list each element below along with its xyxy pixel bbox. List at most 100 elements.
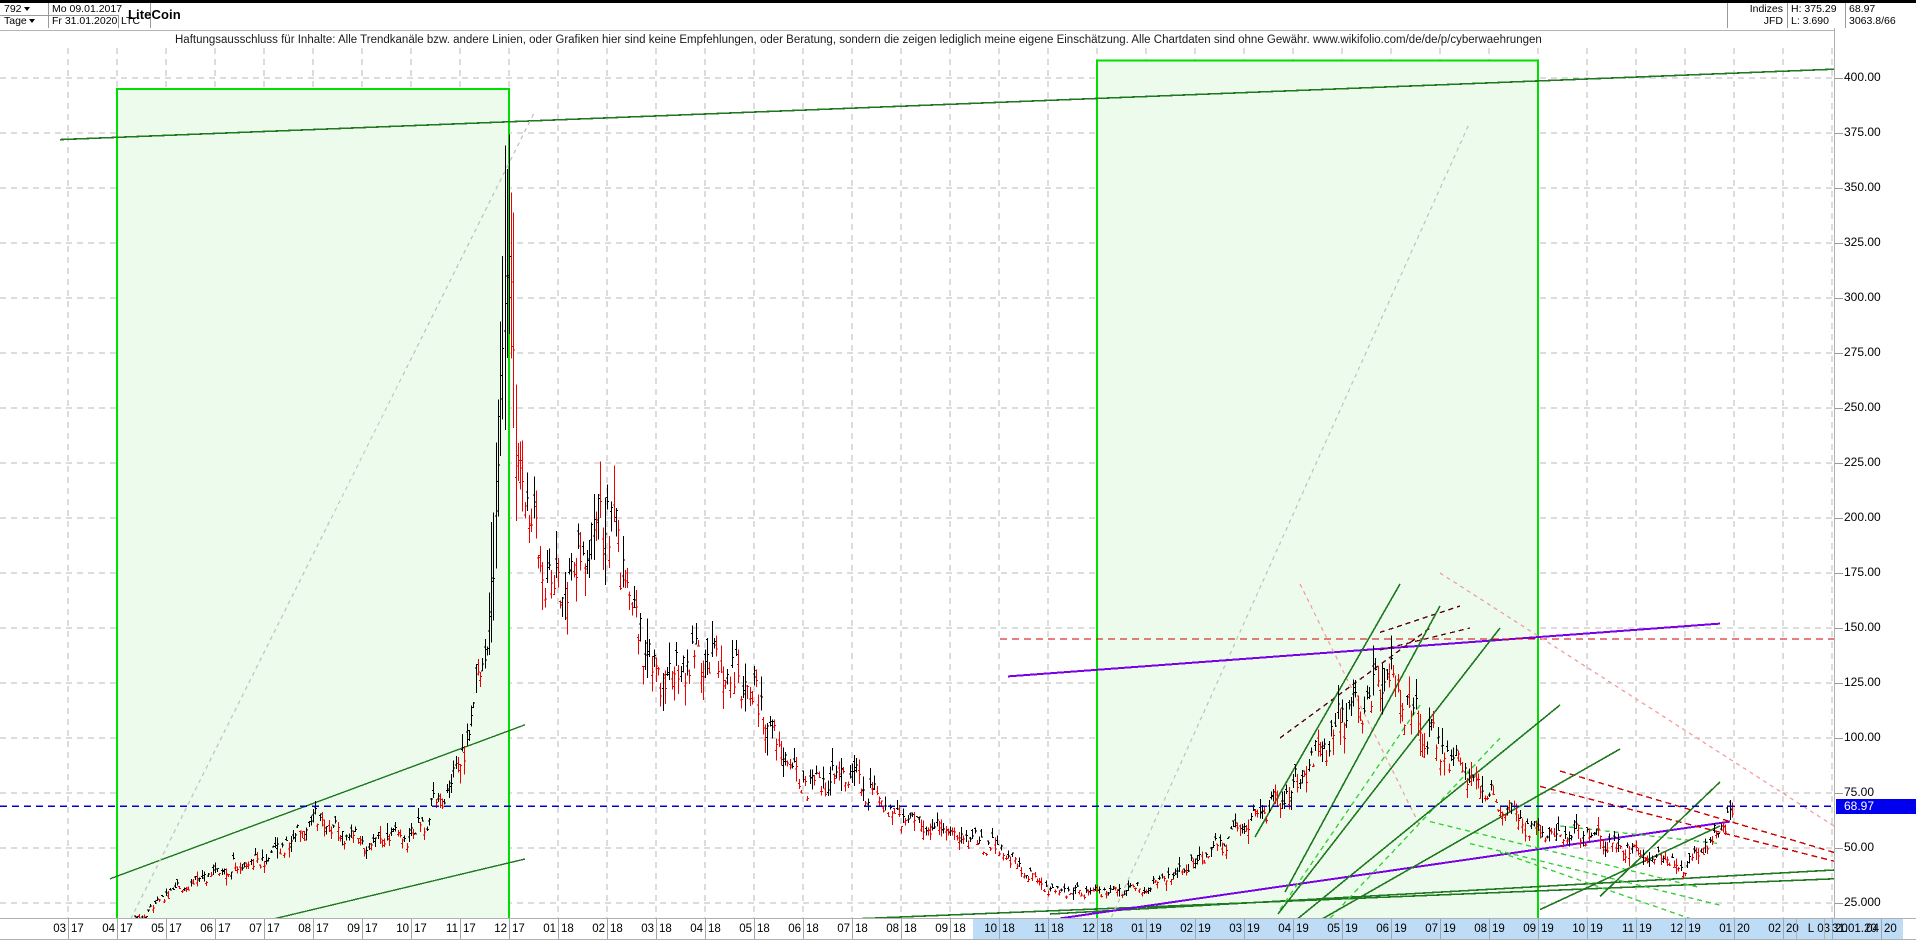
ohlc-bar	[852, 755, 857, 787]
ohlc-bar	[1304, 766, 1309, 793]
date-tick-separator	[1440, 919, 1441, 939]
ohlc-bar	[1295, 774, 1300, 793]
ohlc-bar	[843, 782, 848, 792]
chevron-down-icon[interactable]	[23, 7, 30, 12]
low-value: L: 3.690	[1791, 15, 1829, 27]
ohlc-bar	[1474, 766, 1479, 790]
ohlc-bar	[1434, 744, 1439, 762]
ohlc-bar	[242, 862, 247, 868]
price-tick-label: 50.00	[1844, 840, 1875, 854]
ohlc-bar	[1153, 880, 1158, 883]
ohlc-bar	[1091, 887, 1096, 892]
interval-field[interactable]: Tage	[4, 15, 48, 27]
price-tick-label: 75.00	[1844, 785, 1875, 799]
ohlc-bar	[897, 805, 902, 817]
ohlc-bar	[892, 808, 897, 814]
ohlc-bar	[616, 519, 621, 552]
ohlc-bar	[534, 490, 539, 539]
highlight-rectangle	[116, 88, 510, 918]
date-axis[interactable]: 03 17 04 17 05 17 06 17 07 17 08 17 09 17 10 17 11 17 12 17…	[0, 918, 1916, 952]
ohlc-bar	[1674, 858, 1679, 874]
ohlc-bar	[1046, 890, 1051, 897]
ohlc-bar	[402, 835, 407, 843]
ohlc-bar	[1638, 849, 1643, 857]
date-tick-separator	[1048, 919, 1049, 939]
price-tick-mark	[1835, 903, 1843, 904]
ohlc-bar	[1523, 822, 1528, 842]
ohlc-bar	[618, 572, 623, 590]
ohlc-bar	[400, 838, 405, 849]
ohlc-bar	[1547, 827, 1552, 842]
high-value: H: 375.29	[1791, 3, 1837, 15]
ohlc-bar	[489, 522, 494, 643]
ohlc-bar	[540, 561, 545, 610]
ohlc-bar	[683, 672, 688, 706]
ohlc-bar	[1371, 645, 1376, 696]
date-range-selection[interactable]	[973, 919, 1903, 939]
ohlc-bar	[1097, 886, 1102, 894]
ohlc-bar	[166, 891, 171, 899]
date-tick-month: 09	[1523, 923, 1536, 935]
ohlc-bar	[594, 511, 599, 542]
ohlc-bar	[1507, 800, 1512, 812]
ohlc-bar	[808, 769, 813, 784]
ohlc-bar	[360, 836, 365, 845]
ohlc-bar	[581, 541, 586, 556]
ohlc-bar	[937, 820, 942, 835]
ohlc-bar	[547, 548, 552, 570]
ohlc-bar	[975, 840, 980, 846]
ohlc-bar	[1344, 702, 1349, 728]
ohlc-bar	[1480, 776, 1485, 804]
ohlc-bar	[295, 824, 300, 828]
ohlc-bar	[1008, 856, 1013, 869]
price-axis[interactable]: 400.00 375.00 350.00 325.00 300.00 275.00 250.…	[1834, 28, 1916, 918]
ohlc-bar	[1340, 699, 1345, 723]
ohlc-bar	[331, 824, 336, 829]
ohlc-bar	[1267, 799, 1272, 813]
bars-count-field[interactable]: 792	[4, 3, 48, 15]
ohlc-bar	[137, 914, 142, 918]
ohlc-bar	[563, 572, 568, 620]
ohlc-bar	[1405, 694, 1410, 705]
ohlc-bar	[667, 642, 672, 680]
ohlc-bar	[1545, 835, 1550, 839]
volume-value: 3063.8/66	[1849, 15, 1896, 27]
ohlc-bar	[908, 812, 913, 819]
ohlc-bar	[728, 676, 733, 698]
price-chart-canvas[interactable]	[0, 48, 1834, 918]
axis-mode-button[interactable]: L	[1807, 923, 1815, 935]
ohlc-bar	[1714, 831, 1719, 839]
date-tick-month: 12	[1082, 923, 1095, 935]
ohlc-bar	[180, 889, 185, 894]
ohlc-bar	[211, 864, 216, 876]
ohlc-bar	[1050, 883, 1055, 889]
ohlc-bar	[915, 816, 920, 818]
ohlc-bar	[765, 723, 770, 756]
ohlc-bar	[554, 531, 559, 579]
price-tick-mark	[1835, 738, 1843, 739]
ohlc-bar	[380, 839, 385, 848]
price-tick-label: 325.00	[1844, 235, 1881, 249]
ohlc-bar	[1431, 710, 1436, 728]
ohlc-bar	[1543, 837, 1548, 843]
date-tick-month: 04	[102, 923, 115, 935]
ohlc-bar	[1240, 823, 1245, 834]
ohlc-bar	[240, 863, 245, 871]
date-tick-month: 09	[347, 923, 360, 935]
chevron-down-icon-2[interactable]	[28, 19, 35, 24]
date-tick-separator	[1244, 919, 1245, 939]
ohlc-bar	[1667, 862, 1672, 866]
ohlc-bar	[839, 758, 844, 791]
ohlc-bar	[1042, 889, 1047, 893]
ohlc-bar	[1378, 689, 1383, 712]
date-tick-month: 02	[1768, 923, 1781, 935]
ohlc-bar	[449, 774, 454, 793]
ohlc-bar	[712, 638, 717, 649]
ohlc-bar	[959, 826, 964, 844]
ohlc-bar	[422, 827, 427, 841]
ohlc-bar	[805, 796, 810, 802]
ohlc-bar	[866, 798, 871, 811]
ohlc-bar	[857, 759, 862, 785]
ohlc-bar	[1489, 779, 1494, 791]
ohlc-bar	[1710, 835, 1715, 846]
